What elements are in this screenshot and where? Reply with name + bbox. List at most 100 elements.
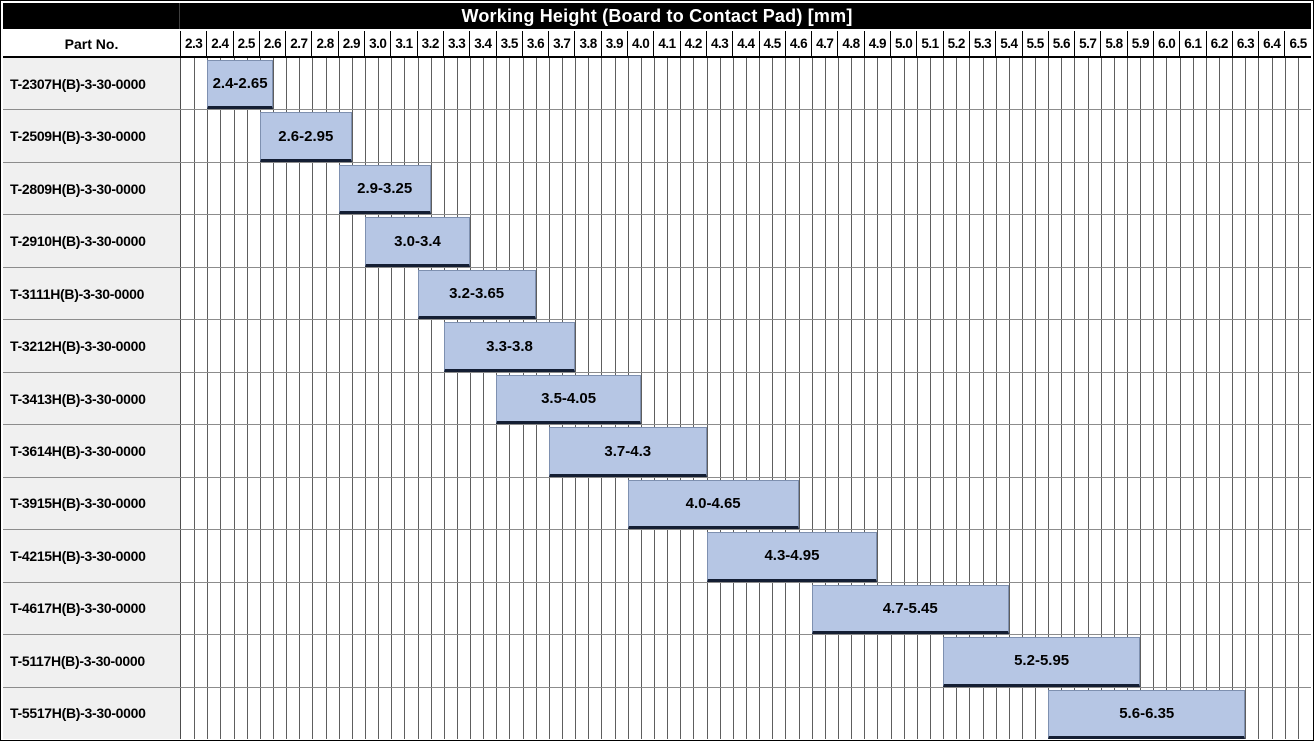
- grid-line: [956, 58, 958, 110]
- range-label: 2.4-2.65: [212, 75, 268, 93]
- grid-line: [851, 162, 853, 215]
- grid-line: [943, 162, 945, 215]
- grid-line: [746, 320, 747, 372]
- grid-line: [746, 635, 747, 687]
- grid-line: [916, 425, 918, 477]
- grid-line: [903, 477, 905, 530]
- grid-line: [404, 582, 406, 635]
- grid-line: [207, 110, 209, 162]
- grid-line: [667, 687, 669, 740]
- grid-line: [1205, 58, 1207, 110]
- grid-line: [680, 267, 682, 320]
- grid-line: [1192, 267, 1194, 320]
- grid-line: [1232, 320, 1234, 372]
- grid-line: [772, 425, 774, 477]
- grid-line: [1258, 635, 1260, 687]
- grid-line: [1284, 582, 1286, 635]
- grid-line: [207, 425, 209, 477]
- grid-line: [601, 58, 603, 110]
- grid-line: [1061, 215, 1063, 267]
- grid-line: [1008, 162, 1010, 215]
- grid-line: [1153, 372, 1155, 425]
- grid-line: [509, 530, 511, 582]
- grid-line: [312, 635, 314, 687]
- grid-line: [470, 110, 472, 162]
- grid-line: [982, 267, 984, 320]
- grid-line: [614, 58, 616, 110]
- row-grid: 5.2-5.95: [181, 635, 1311, 687]
- grid-line: [286, 635, 288, 687]
- grid-line: [877, 635, 879, 687]
- grid-line: [903, 687, 905, 740]
- grid-line: [470, 477, 472, 530]
- grid-line: [1192, 320, 1194, 372]
- grid-line: [811, 635, 813, 687]
- grid-line: [1284, 162, 1286, 215]
- part-no-cell: T-4617H(B)-3-30-0000: [3, 582, 181, 635]
- grid-line: [759, 425, 761, 477]
- grid-line: [798, 582, 800, 635]
- grid-line: [1021, 477, 1023, 530]
- grid-line: [220, 215, 222, 267]
- grid-line: [601, 635, 603, 687]
- grid-line: [640, 530, 642, 582]
- grid-line: [1021, 267, 1023, 320]
- grid-line: [246, 477, 248, 530]
- grid-line: [259, 372, 261, 425]
- grid-line: [916, 215, 918, 267]
- grid-line: [1245, 110, 1247, 162]
- grid-line: [1087, 372, 1089, 425]
- grid-line: [969, 320, 971, 372]
- grid-line: [1205, 215, 1207, 267]
- grid-line: [667, 162, 669, 215]
- range-label: 2.6-2.95: [278, 127, 334, 145]
- grid-line: [286, 58, 288, 110]
- grid-line: [719, 58, 721, 110]
- grid-line: [1035, 372, 1037, 425]
- grid-line: [851, 58, 853, 110]
- grid-line: [338, 215, 340, 267]
- grid-line: [837, 110, 839, 162]
- grid-line: [378, 372, 380, 425]
- grid-line: [667, 267, 669, 320]
- grid-line: [1113, 162, 1115, 215]
- grid-line: [312, 530, 314, 582]
- grid-line: [1232, 267, 1234, 320]
- grid-line: [299, 372, 301, 425]
- grid-line: [338, 530, 340, 582]
- grid-line: [995, 215, 997, 267]
- grid-line: [509, 635, 511, 687]
- grid-line: [877, 110, 879, 162]
- axis-tick-label: 3.4: [470, 31, 497, 56]
- grid-line: [693, 267, 695, 320]
- grid-line: [364, 267, 366, 320]
- grid-line: [1205, 530, 1207, 582]
- grid-line: [1035, 687, 1037, 740]
- grid-line: [1271, 425, 1273, 477]
- grid-line: [719, 267, 721, 320]
- grid-line: [772, 267, 774, 320]
- grid-line: [562, 162, 564, 215]
- grid-line: [1258, 582, 1260, 635]
- grid-line: [588, 320, 590, 372]
- grid-line: [1048, 582, 1050, 635]
- grid-line: [824, 320, 826, 372]
- grid-line: [1140, 635, 1142, 687]
- grid-line: [1166, 215, 1168, 267]
- grid-line: [575, 477, 577, 530]
- grid-line: [719, 320, 721, 372]
- grid-line: [706, 320, 708, 372]
- grid-line: [864, 477, 866, 530]
- grid-line: [338, 372, 340, 425]
- grid-line: [1087, 267, 1089, 320]
- grid-line: [890, 477, 892, 530]
- table-row: T-3413H(B)-3-30-0000 3.5-4.05: [3, 372, 1311, 426]
- axis-tick-label: 2.5: [234, 31, 260, 56]
- grid-line: [1087, 477, 1089, 530]
- grid-line: [1297, 58, 1299, 110]
- grid-line: [470, 687, 472, 740]
- grid-line: [430, 582, 432, 635]
- grid-line: [1140, 162, 1142, 215]
- axis-tick-label: 5.4: [996, 31, 1023, 56]
- grid-line: [496, 530, 498, 582]
